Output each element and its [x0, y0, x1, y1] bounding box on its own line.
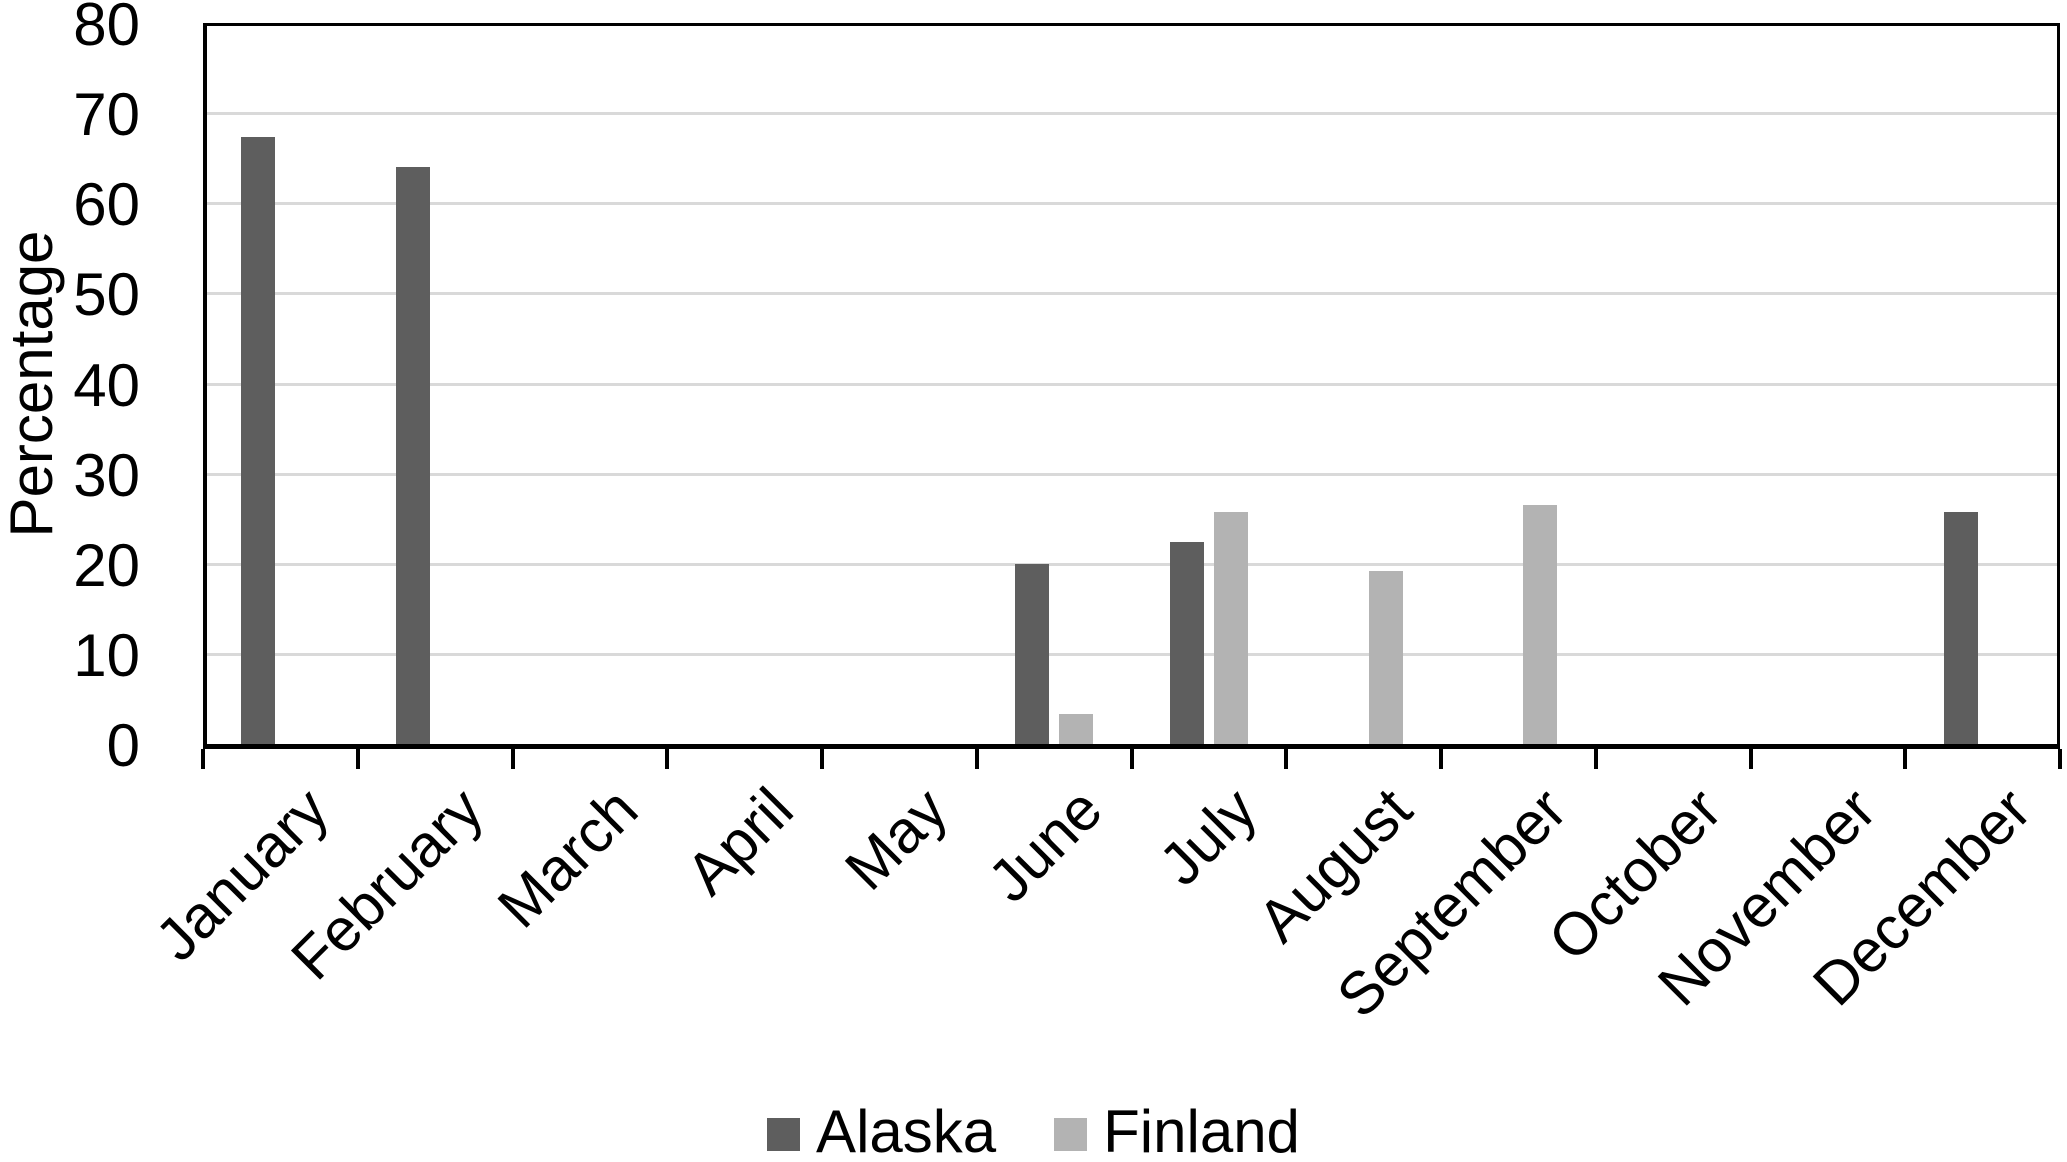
x-tick-mark-12 — [2058, 749, 2062, 769]
x-tick-mark-11 — [1903, 749, 1908, 769]
x-tick-mark-7 — [1284, 749, 1289, 769]
y-tick-label-20: 20 — [73, 531, 140, 599]
legend-swatch-finland — [1054, 1117, 1088, 1151]
y-tick-label-0: 0 — [106, 712, 140, 779]
x-tick-mark-3 — [665, 749, 670, 769]
x-tick-mark-9 — [1593, 749, 1598, 769]
bar-finland-june — [1059, 714, 1094, 744]
bar-finland-august — [1368, 570, 1403, 744]
bar-finland-july — [1213, 512, 1248, 744]
x-tick-label-april: April — [672, 775, 806, 908]
y-tick-label-10: 10 — [73, 621, 140, 689]
x-tick-mark-5 — [974, 749, 979, 769]
y-tick-label-80: 80 — [73, 0, 140, 58]
x-tick-mark-2 — [510, 749, 515, 769]
bar-alaska-january — [241, 136, 276, 744]
legend-item-finland: Finland — [1054, 1102, 1300, 1162]
gridline-30 — [207, 472, 2057, 476]
x-tick-mark-0 — [201, 749, 205, 769]
gridline-10 — [207, 652, 2057, 656]
legend-label-alaska: Alaska — [816, 1098, 997, 1162]
x-tick-mark-6 — [1129, 749, 1134, 769]
x-tick-mark-8 — [1439, 749, 1443, 769]
y-tick-label-70: 70 — [73, 81, 140, 149]
legend: Alaska Finland — [0, 1102, 2067, 1162]
y-tick-label-50: 50 — [73, 261, 140, 329]
gridline-20 — [207, 562, 2057, 566]
bar-alaska-february — [396, 167, 431, 744]
gridline-50 — [207, 292, 2057, 296]
x-tick-label-july: July — [1146, 775, 1270, 898]
x-tick-mark-1 — [355, 749, 360, 769]
x-tick-label-june: June — [975, 775, 1115, 915]
y-axis-title: Percentage — [0, 230, 65, 538]
x-tick-label-may: May — [832, 775, 960, 903]
legend-swatch-alaska — [767, 1117, 801, 1151]
x-tick-mark-4 — [820, 749, 824, 769]
y-tick-label-40: 40 — [73, 351, 140, 419]
y-tick-label-30: 30 — [73, 441, 140, 509]
gridline-40 — [207, 382, 2057, 386]
x-tick-label-march: March — [485, 775, 651, 941]
y-tick-label-60: 60 — [73, 171, 140, 239]
bar-alaska-december — [1943, 512, 1978, 744]
bar-alaska-july — [1169, 542, 1204, 744]
legend-item-alaska: Alaska — [767, 1102, 996, 1162]
bar-alaska-june — [1015, 563, 1050, 744]
gridline-70 — [207, 112, 2057, 116]
legend-label-finland: Finland — [1103, 1098, 1300, 1162]
bar-finland-september — [1523, 505, 1558, 744]
x-tick-mark-10 — [1748, 749, 1753, 769]
gridline-60 — [207, 202, 2057, 206]
plot-area — [203, 23, 2060, 749]
